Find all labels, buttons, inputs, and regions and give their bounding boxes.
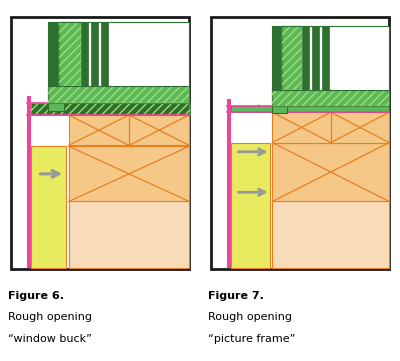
Bar bbox=[282, 26, 302, 90]
Bar bbox=[302, 26, 309, 90]
Bar bbox=[98, 22, 101, 87]
Bar bbox=[272, 26, 282, 90]
Bar bbox=[69, 115, 189, 145]
Bar bbox=[272, 143, 389, 201]
Bar bbox=[31, 146, 66, 268]
Bar bbox=[59, 22, 81, 87]
Bar bbox=[111, 22, 189, 87]
Bar bbox=[272, 90, 389, 106]
Bar bbox=[272, 106, 287, 113]
Bar bbox=[312, 26, 319, 90]
Bar bbox=[227, 99, 231, 268]
Text: “picture frame”: “picture frame” bbox=[208, 334, 295, 344]
Bar bbox=[272, 201, 389, 268]
Bar bbox=[48, 22, 59, 87]
Text: “window buck”: “window buck” bbox=[8, 334, 92, 344]
Bar bbox=[91, 22, 98, 87]
Bar bbox=[332, 26, 389, 90]
Bar bbox=[272, 112, 389, 143]
Bar bbox=[272, 90, 389, 106]
Bar bbox=[27, 96, 31, 268]
Bar bbox=[48, 22, 189, 87]
Bar bbox=[322, 26, 329, 90]
Bar bbox=[88, 22, 91, 87]
Bar bbox=[69, 201, 189, 268]
Bar bbox=[272, 26, 389, 90]
Bar bbox=[48, 103, 64, 111]
Bar bbox=[31, 103, 190, 115]
Bar bbox=[81, 22, 88, 87]
Bar bbox=[48, 87, 189, 103]
Bar bbox=[231, 143, 270, 268]
Bar bbox=[101, 22, 108, 87]
Bar bbox=[69, 146, 189, 201]
Text: Figure 7.: Figure 7. bbox=[208, 291, 264, 301]
Bar bbox=[48, 87, 189, 103]
Bar bbox=[309, 26, 312, 90]
Bar bbox=[31, 103, 190, 115]
Text: Figure 6.: Figure 6. bbox=[8, 291, 64, 301]
Bar bbox=[59, 22, 81, 87]
Text: Rough opening: Rough opening bbox=[208, 312, 292, 322]
Bar bbox=[231, 106, 389, 112]
Bar bbox=[282, 26, 302, 90]
Text: Rough opening: Rough opening bbox=[8, 312, 92, 322]
Bar bbox=[319, 26, 322, 90]
